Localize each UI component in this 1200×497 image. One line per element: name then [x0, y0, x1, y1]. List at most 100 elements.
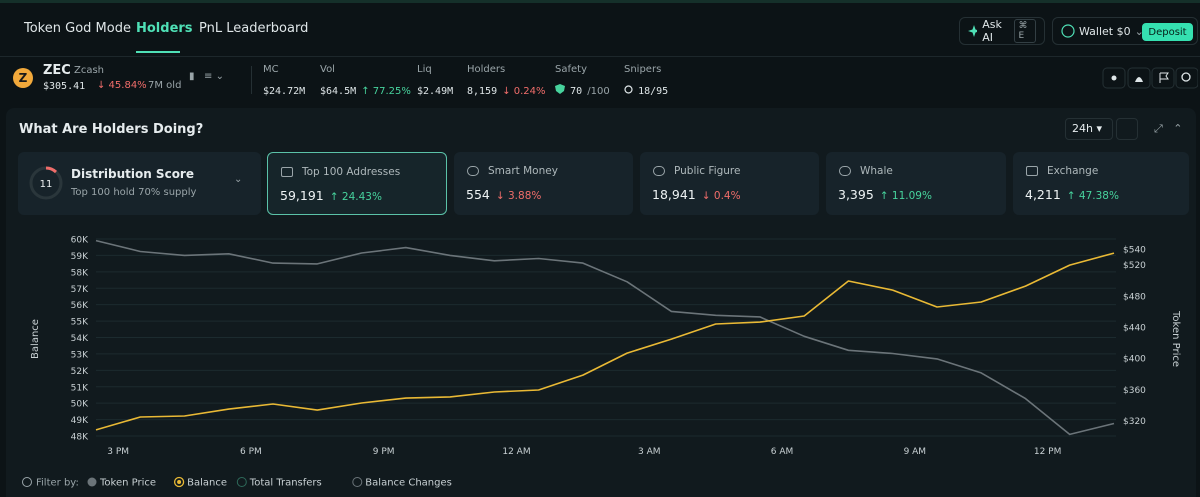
deposit-button[interactable]: Deposit [1142, 23, 1193, 41]
score-subtitle: Top 100 hold 70% supply [71, 187, 197, 198]
filter-label: Filter by: [36, 478, 79, 489]
metric-card[interactable]: Exchange 4,211 ↑ 47.38% [1013, 152, 1189, 215]
x-tick-label: 6 PM [240, 447, 262, 457]
y-tick-label: 49K [71, 416, 89, 426]
filter-option[interactable]: Total Transfers [249, 478, 322, 489]
y2-tick-label: $400 [1123, 355, 1146, 365]
card-value-row: 59,191 ↑ 24.43% [280, 188, 382, 203]
card-title: Public Figure [674, 165, 741, 177]
card-value: 554 [466, 187, 490, 202]
card-icon [1026, 166, 1038, 176]
score-value: 11 [40, 179, 53, 190]
score-card[interactable]: 11 Distribution Score Top 100 hold 70% s… [18, 152, 261, 215]
legend-label[interactable]: Token Price [99, 478, 156, 489]
y2-tick-label: $540 [1123, 246, 1146, 256]
shield-icon [555, 84, 565, 94]
stat-change: ↓ 0.24% [502, 86, 546, 97]
x-tick-label: 3 PM [107, 447, 129, 457]
y-tick-label: 48K [71, 433, 89, 443]
stat: Holders 8,159 ↓ 0.24% [467, 64, 546, 98]
ask-ai-label: Ask AI [982, 18, 1002, 44]
card-value: 59,191 [280, 188, 324, 203]
range-select[interactable]: 24h ▾ [1065, 118, 1113, 140]
nav-tab-active[interactable]: Holders [136, 21, 193, 36]
legend-swatch[interactable] [173, 476, 185, 488]
y2-tick-label: $480 [1123, 292, 1146, 302]
y-tick-label: 50K [71, 400, 89, 410]
stat-value: $2.49M [417, 86, 454, 97]
top-accent [0, 0, 1200, 3]
legend-swatch[interactable] [87, 477, 97, 487]
stat-label: MC [263, 64, 279, 75]
token-actions[interactable]: ▮ ≡ ⌄ [189, 71, 224, 82]
stat-label: Liq [417, 64, 432, 75]
nav-bar: Token God Mode Holders PnL Leaderboard A… [0, 3, 1200, 57]
calendar-button[interactable] [1116, 118, 1138, 140]
card-value: 4,211 [1025, 187, 1061, 202]
sparkle-icon [968, 25, 978, 37]
stat-value: $24.72M [263, 86, 306, 97]
metric-card[interactable]: Whale 3,395 ↑ 11.09% [826, 152, 1006, 215]
card-title: Exchange [1047, 165, 1099, 177]
stat-value: 70 [570, 86, 583, 97]
card-icon [467, 166, 479, 176]
ask-ai-button[interactable]: Ask AI ⌘ E [959, 17, 1045, 45]
y-tick-label: 58K [71, 268, 89, 278]
x-tick-label: 9 AM [904, 447, 927, 457]
y2-tick-label: $320 [1123, 417, 1146, 427]
card-title: Smart Money [488, 165, 558, 177]
svg-text:Z: Z [19, 71, 28, 85]
stat-label: Snipers [624, 64, 662, 75]
filter-swatch[interactable] [352, 477, 363, 487]
filter-option[interactable]: Balance Changes [365, 478, 452, 489]
x-tick-label: 12 AM [502, 447, 530, 457]
stat-change: ↑ 77.25% [361, 86, 411, 97]
card-title: Top 100 Addresses [302, 166, 401, 178]
legend-label[interactable]: Balance [187, 478, 227, 489]
y-tick-label: 56K [71, 301, 89, 311]
stat: Safety 70 /100 [555, 64, 610, 98]
y-tick-label: 54K [71, 334, 89, 344]
card-value-row: 554 ↓ 3.88% [466, 187, 541, 202]
stat-value: 8,159 [467, 86, 498, 97]
metric-card[interactable]: Smart Money 554 ↓ 3.88% [454, 152, 633, 215]
card-value-row: 4,211 ↑ 47.38% [1025, 187, 1119, 202]
tab-underline [136, 51, 180, 53]
y-tick-label: 60K [71, 236, 89, 246]
panel-title: What Are Holders Doing? [19, 122, 204, 137]
token-logo: Z [13, 68, 33, 88]
token-price: $305.41 [43, 81, 86, 92]
range-value: 24h [1072, 122, 1093, 135]
stat-value: $64.5M [320, 86, 357, 97]
token-name: Zcash [74, 65, 105, 76]
toolbar-icons[interactable] [1102, 67, 1198, 89]
metric-card[interactable]: Top 100 Addresses 59,191 ↑ 24.43% [267, 152, 447, 215]
x-tick-label: 12 PM [1034, 447, 1062, 457]
line-series [95, 252, 1115, 431]
y-tick-label: 59K [71, 252, 89, 262]
stat: Snipers 18/95 [624, 64, 668, 98]
y-tick-label: 53K [71, 350, 89, 360]
card-change: ↑ 24.43% [329, 191, 382, 203]
wallet-button[interactable]: Wallet $0 ⌄ [1052, 17, 1198, 45]
wallet-label: Wallet $0 [1079, 24, 1131, 38]
shortcut: ⌘ E [1014, 19, 1036, 43]
score-title: Distribution Score [71, 167, 194, 181]
card-change: ↓ 0.4% [701, 190, 741, 202]
card-icon [839, 166, 851, 176]
nav-tab[interactable]: PnL Leaderboard [199, 21, 309, 36]
nav-tab[interactable]: Token God Mode [24, 21, 131, 36]
chevron: ⌄ [1134, 24, 1144, 38]
filter-swatch[interactable] [236, 477, 247, 487]
card-value-row: 18,941 ↓ 0.4% [652, 187, 741, 202]
y2-tick-label: $520 [1123, 261, 1146, 271]
divider [251, 66, 252, 94]
metric-card[interactable]: Public Figure 18,941 ↓ 0.4% [640, 152, 819, 215]
y-tick-label: 55K [71, 318, 89, 328]
token-change: ↓ 45.84% [97, 80, 147, 91]
stat: Liq $2.49M [417, 64, 453, 98]
panel-controls[interactable]: ⤢ ⌃ [1154, 122, 1183, 135]
token-row: Z ZEC Zcash $305.41 ↓ 45.84% 7M old ▮ ≡ … [0, 58, 1200, 102]
target-icon [624, 85, 633, 94]
